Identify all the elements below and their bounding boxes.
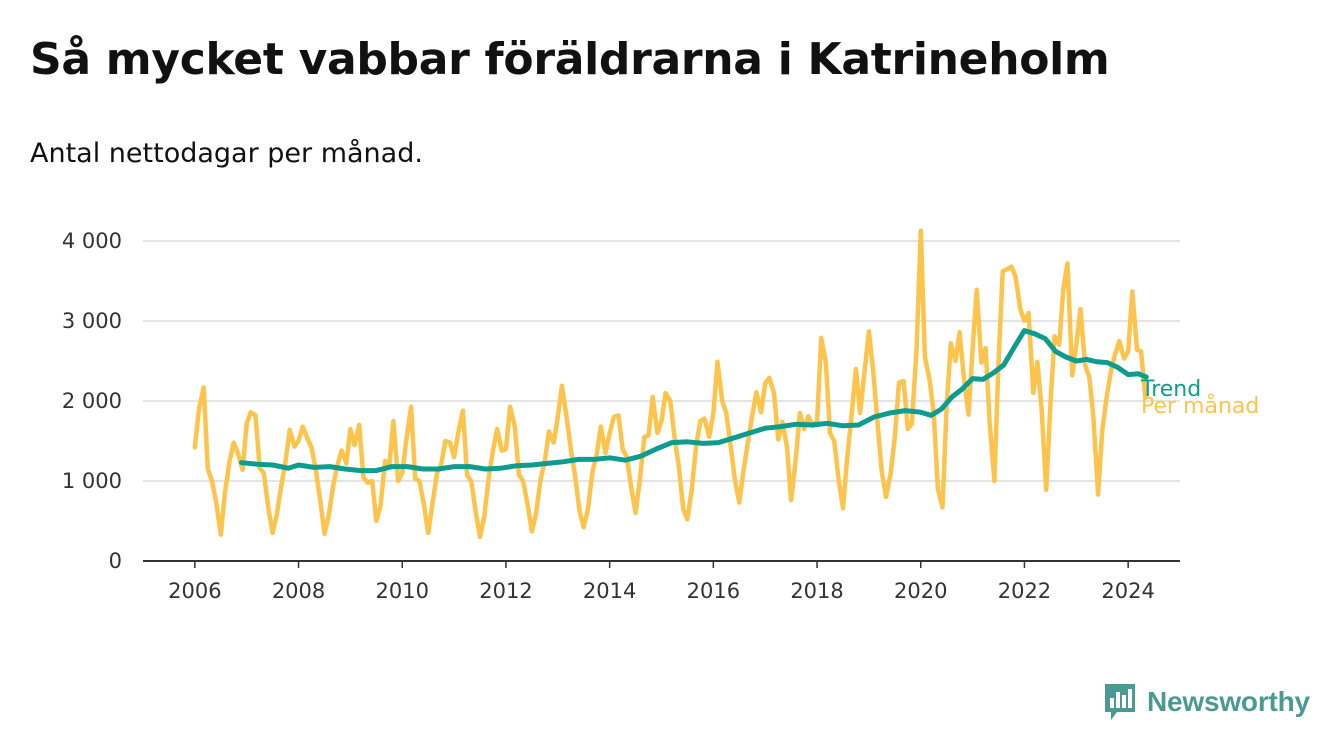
monthly-line	[192, 228, 1148, 540]
trend-line	[239, 328, 1149, 474]
y-axis-tick-labels: 0 1 000 2 000 3 000 4 000	[62, 229, 122, 573]
x-axis-tick-labels: 2006 2008 2010 2012 2014 2016 2018 2020 2022 2024	[168, 561, 1155, 603]
series-lines	[192, 228, 1149, 540]
x-tick-label: 2022	[998, 579, 1051, 603]
chart-title: Så mycket vabbar föräldrarna i Katrineho…	[30, 34, 1110, 85]
x-tick-label: 2008	[272, 579, 325, 603]
y-tick-label: 2 000	[62, 389, 122, 413]
x-tick-label: 2018	[790, 579, 843, 603]
y-tick-label: 1 000	[62, 469, 122, 493]
y-tick-label: 4 000	[62, 229, 122, 253]
gridlines	[143, 240, 1180, 562]
x-tick-label: 2012	[479, 579, 532, 603]
chart-subtitle: Antal nettodagar per månad.	[30, 138, 423, 169]
x-tick-label: 2024	[1101, 579, 1154, 603]
bar-chart-speech-icon	[1105, 684, 1135, 720]
x-tick-label: 2006	[168, 579, 221, 603]
x-tick-label: 2010	[376, 579, 429, 603]
x-tick-label: 2016	[687, 579, 740, 603]
monthly-series-label: Per månad	[1141, 393, 1259, 419]
y-tick-label: 3 000	[62, 309, 122, 333]
y-tick-label: 0	[109, 549, 122, 573]
trend-series-label: Trend	[1140, 377, 1201, 402]
brand-name: Newsworthy	[1147, 686, 1310, 717]
x-tick-label: 2014	[583, 579, 636, 603]
newsworthy-logo: Newsworthy	[1103, 682, 1310, 722]
x-tick-label: 2020	[894, 579, 947, 603]
